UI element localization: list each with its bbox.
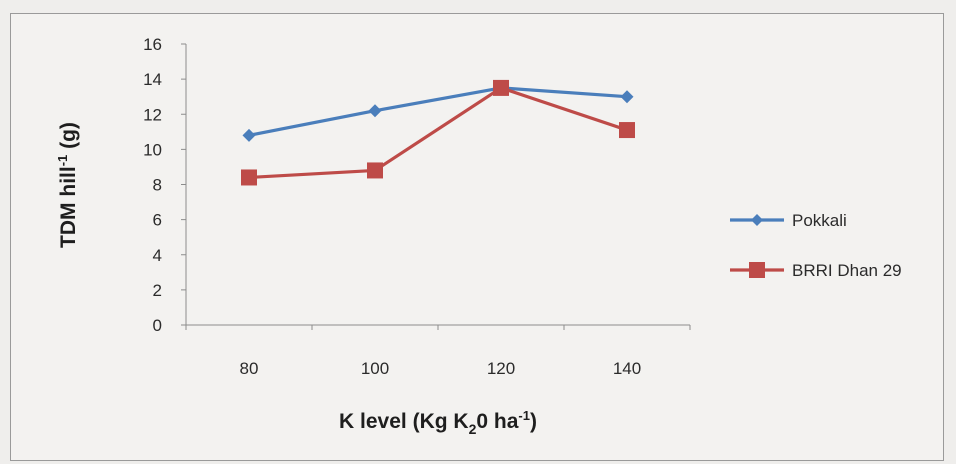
legend: Pokkali BRRI Dhan 29	[730, 211, 902, 280]
series-2	[241, 79, 635, 186]
x-axis-label-post: )	[530, 410, 537, 433]
square-marker	[619, 122, 635, 139]
legend-label: BRRI Dhan 29	[792, 261, 902, 280]
diamond-marker	[242, 128, 256, 142]
x-axis-label-mid: 0 ha	[476, 410, 518, 433]
y-axis-label: TDM hill-1 (g)	[55, 122, 80, 248]
x-axis-label: K level (Kg K20 ha-1)	[339, 408, 537, 437]
diamond-marker	[751, 214, 763, 226]
square-marker	[493, 79, 509, 96]
square-marker	[241, 169, 257, 186]
legend-item: BRRI Dhan 29	[730, 261, 902, 280]
y-tick-label: 4	[153, 246, 162, 265]
y-axis-label-main: TDM hill	[57, 166, 80, 248]
y-tick-label: 8	[153, 176, 162, 195]
series-line	[248, 86, 628, 180]
legend-label: Pokkali	[792, 211, 847, 230]
y-tick-label: 0	[153, 316, 162, 335]
x-axis-label-sub: 2	[469, 421, 477, 437]
y-tick-label: 16	[143, 35, 162, 54]
square-marker	[367, 162, 383, 179]
y-tick-label: 10	[143, 140, 162, 159]
plot-axes	[185, 44, 690, 326]
y-tick-label: 14	[143, 70, 162, 89]
x-tick-label: 140	[613, 359, 641, 378]
x-axis-label-sup: -1	[518, 408, 530, 423]
y-tick-label: 2	[153, 281, 162, 300]
diamond-marker	[620, 90, 634, 104]
y-tick-label: 12	[143, 105, 162, 124]
x-tick-label: 100	[361, 359, 389, 378]
y-axis-label-sup: -1	[55, 155, 70, 167]
series-group	[241, 79, 635, 186]
chart-frame	[10, 13, 944, 461]
diamond-marker	[368, 104, 382, 118]
y-tick-group: 0 2 4 6 8 10 12 14 16	[143, 35, 186, 335]
x-axis-label-pre: K level (Kg K	[339, 410, 469, 433]
x-tick-label: 120	[487, 359, 515, 378]
y-axis-label-tail: (g)	[57, 122, 80, 155]
x-tick-group: 80 100 120 140	[185, 325, 691, 378]
series-line	[248, 86, 628, 137]
y-tick-label: 6	[153, 211, 162, 230]
square-marker	[749, 262, 765, 278]
legend-item: Pokkali	[730, 211, 847, 230]
x-tick-label: 80	[240, 359, 259, 378]
